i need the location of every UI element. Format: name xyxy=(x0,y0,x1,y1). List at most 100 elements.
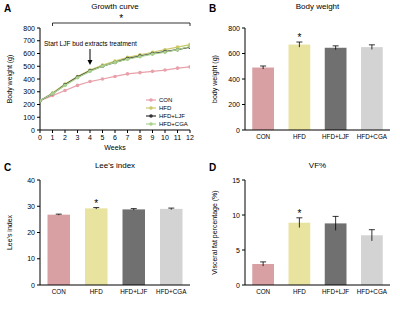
panel-label: C xyxy=(4,162,11,173)
significance-mark: * xyxy=(94,198,98,209)
series-marker xyxy=(113,61,117,65)
series-marker xyxy=(40,99,42,103)
bar xyxy=(289,223,311,285)
series-marker xyxy=(188,65,190,69)
bar xyxy=(361,235,383,285)
series-marker xyxy=(76,75,80,79)
bar xyxy=(252,264,274,285)
y-tick-label: 500 xyxy=(23,63,35,70)
x-tick-label: CON xyxy=(256,288,270,295)
x-tick-label: 10 xyxy=(161,134,169,141)
y-axis-label: Visceral fat percentage (%) xyxy=(211,190,219,274)
series-marker xyxy=(51,91,55,95)
x-tick-label: 6 xyxy=(113,134,117,141)
x-tick xyxy=(177,130,178,133)
y-tick-label: 200 xyxy=(23,101,35,108)
x-tick-label: 3 xyxy=(76,134,80,141)
error-bar xyxy=(168,208,174,210)
chart-title: VF% xyxy=(309,161,326,170)
y-tick xyxy=(37,232,40,233)
y-tick xyxy=(242,215,245,216)
x-tick-label: CON xyxy=(52,288,66,295)
error-bar xyxy=(131,209,137,211)
y-tick-label: 40 xyxy=(27,177,35,184)
x-tick xyxy=(140,130,141,133)
significance-mark: * xyxy=(297,208,301,219)
bar xyxy=(85,208,108,285)
x-tick-label: 12 xyxy=(186,134,194,141)
series-marker xyxy=(163,50,167,54)
y-tick-label: 0 xyxy=(236,282,240,289)
y-tick xyxy=(37,79,40,80)
legend-label: HFD+CGA xyxy=(159,121,188,127)
series-marker xyxy=(176,66,180,70)
series-marker xyxy=(113,61,117,65)
y-tick xyxy=(37,53,40,54)
series-marker xyxy=(101,77,105,81)
series-marker xyxy=(101,64,105,68)
panel-label: B xyxy=(209,3,216,14)
y-tick xyxy=(37,66,40,67)
y-tick-label: 15 xyxy=(232,177,240,184)
y-tick-label: 800 xyxy=(228,25,240,32)
x-tick xyxy=(90,130,91,133)
series-line xyxy=(40,47,190,101)
y-tick xyxy=(242,28,245,29)
legend-label: HFD xyxy=(159,105,172,111)
bar xyxy=(361,47,383,130)
bar xyxy=(325,48,347,130)
x-tick-label: HFD+LJF xyxy=(322,133,349,140)
chart-title: Growth curve xyxy=(91,2,139,11)
x-tick-label: 11 xyxy=(174,134,181,141)
series-marker xyxy=(63,84,67,88)
series-marker xyxy=(163,68,167,72)
y-tick-label: 0 xyxy=(31,282,35,289)
legend-swatch-marker xyxy=(149,106,153,110)
series-marker xyxy=(176,48,180,52)
x-tick-label: 8 xyxy=(138,134,142,141)
y-tick xyxy=(37,117,40,118)
y-tick xyxy=(242,285,245,286)
series-marker xyxy=(51,92,55,96)
y-tick xyxy=(242,104,245,105)
series-marker xyxy=(176,48,180,52)
series-line xyxy=(40,67,190,101)
error-bar xyxy=(369,230,375,241)
x-tick-label: HFD xyxy=(293,288,306,295)
y-axis xyxy=(245,180,246,285)
y-tick-label: 5 xyxy=(236,247,240,254)
plot-area xyxy=(40,43,190,103)
x-tick-label: 7 xyxy=(126,134,130,141)
y-tick-label: 600 xyxy=(228,50,240,57)
panel-label: D xyxy=(209,162,216,173)
y-tick xyxy=(242,130,245,131)
series-marker xyxy=(126,57,130,61)
legend-label: CON xyxy=(159,97,172,103)
x-tick-label: 9 xyxy=(151,134,155,141)
x-tick xyxy=(165,130,166,133)
y-tick xyxy=(37,206,40,207)
error-bar xyxy=(260,66,266,69)
chart-title: Lee's index xyxy=(95,161,135,170)
y-tick-label: 0 xyxy=(31,127,35,134)
series-marker xyxy=(151,52,155,56)
x-tick-label: HFD+LJF xyxy=(322,288,349,295)
plot-area xyxy=(48,208,183,285)
panel-label: A xyxy=(4,3,11,14)
x-tick-label: HFD xyxy=(293,133,306,140)
y-tick xyxy=(37,28,40,29)
series-marker xyxy=(63,83,67,87)
y-tick-label: 600 xyxy=(23,50,35,57)
x-tick-label: CON xyxy=(256,133,270,140)
y-tick-label: 10 xyxy=(27,255,35,262)
legend-swatch-marker xyxy=(149,98,153,102)
y-tick-label: 0 xyxy=(236,127,240,134)
x-tick-label: 0 xyxy=(38,134,42,141)
y-tick xyxy=(242,180,245,181)
series-marker xyxy=(88,69,92,73)
figure: AGrowth curve0100200300400500600700800Bo… xyxy=(0,0,400,314)
x-tick-label: 2 xyxy=(63,134,67,141)
y-tick-label: 300 xyxy=(23,88,35,95)
series-marker xyxy=(188,45,190,49)
y-tick xyxy=(37,40,40,41)
